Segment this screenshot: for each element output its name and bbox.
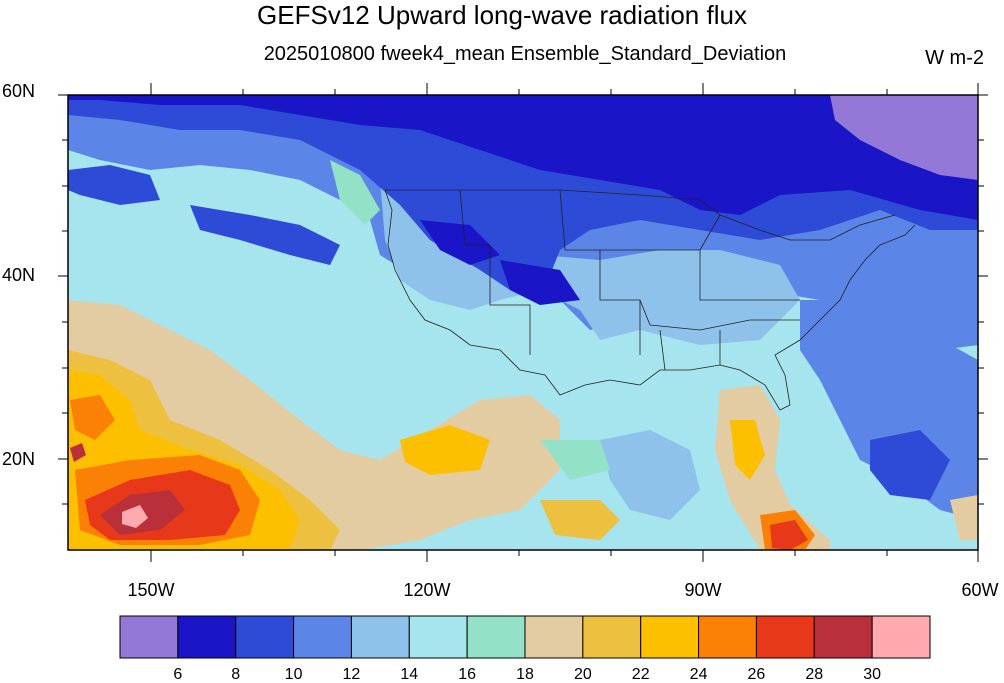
contour-level-6-8-west: [420, 220, 500, 265]
colorbar-box: [524, 615, 584, 659]
lat-label-60n: 60N: [2, 81, 36, 101]
colorbar-tick-label: 24: [689, 666, 708, 683]
colorbar-box: [755, 615, 815, 659]
colorbar: [119, 615, 931, 659]
colorbar-box: [235, 615, 295, 659]
lat-label-20n: 20N: [2, 449, 36, 469]
colorbar-tick-label: 26: [747, 666, 766, 683]
colorbar-box: [293, 615, 352, 659]
colorbar-box: [813, 615, 873, 659]
colorbar-tick-label: 18: [516, 666, 534, 683]
colorbar-box: [582, 615, 642, 659]
contour-level-22-24-central: [400, 425, 490, 475]
colorbar-tick-label: 12: [342, 666, 361, 683]
colorbar-tick-label: 8: [231, 666, 241, 683]
colorbar-tick-label: 10: [284, 666, 303, 683]
contour-level-8-10-pacific-2: [190, 205, 340, 265]
contour-level-16-18-coast: [330, 160, 380, 225]
axis-ticks: [58, 83, 988, 562]
lat-label-40n: 40N: [2, 265, 36, 285]
contour-level-20-22-mexico: [540, 500, 620, 540]
colorbar-box: [408, 615, 468, 659]
contour-level-24-26: [70, 395, 115, 440]
contour-level-28-30-hawaii: [70, 443, 86, 462]
colorbar-box: [466, 615, 526, 659]
contour-level-12-14-pacific: [600, 430, 700, 520]
map-subtitle: 2025010800 fweek4_mean Ensemble_Standard…: [263, 43, 787, 65]
colorbar-box: [177, 615, 237, 659]
lon-label-60w: 60W: [961, 580, 999, 600]
lon-label-150w: 150W: [127, 580, 175, 600]
units-label: W m-2: [925, 47, 984, 69]
contour-level-12-14: [380, 180, 800, 345]
colorbar-box: [640, 615, 700, 659]
colorbar-tick-label: 14: [400, 666, 419, 683]
colorbar-tick-label: 20: [573, 666, 592, 683]
contour-level-8-10-atlantic: [870, 430, 950, 500]
contour-level-lt6: [830, 95, 978, 180]
contour-level-18-20-atlantic: [950, 495, 978, 540]
lon-label-90w: 90W: [684, 580, 722, 600]
contour-level-16-18: [540, 440, 610, 480]
contour-level-26-28-carib: [770, 520, 808, 550]
coastline-and-borders: [384, 189, 916, 411]
contour-level-6-8-rockies: [500, 260, 580, 305]
colorbar-tick-label: 28: [805, 666, 824, 683]
colorbar-tick-label: 16: [458, 666, 477, 683]
contour-level-8-10-pacific: [68, 165, 160, 205]
colorbar-box: [698, 615, 757, 659]
filled-contour-field: [68, 95, 978, 550]
colorbar-box: [871, 615, 931, 659]
colorbar-box: [350, 615, 410, 659]
contour-level-gt30: [122, 505, 148, 528]
colorbar-box: [119, 615, 179, 659]
map-title: GEFSv12 Upward long-wave radiation flux: [257, 0, 747, 30]
colorbar-tick-label: 22: [631, 666, 650, 683]
colorbar-tick-label: 30: [863, 666, 882, 683]
colorbar-tick-label: 6: [173, 666, 183, 683]
contour-level-22-24-gulf: [730, 420, 765, 480]
lon-label-120w: 120W: [403, 580, 451, 600]
contour-level-6-8: [68, 95, 978, 220]
